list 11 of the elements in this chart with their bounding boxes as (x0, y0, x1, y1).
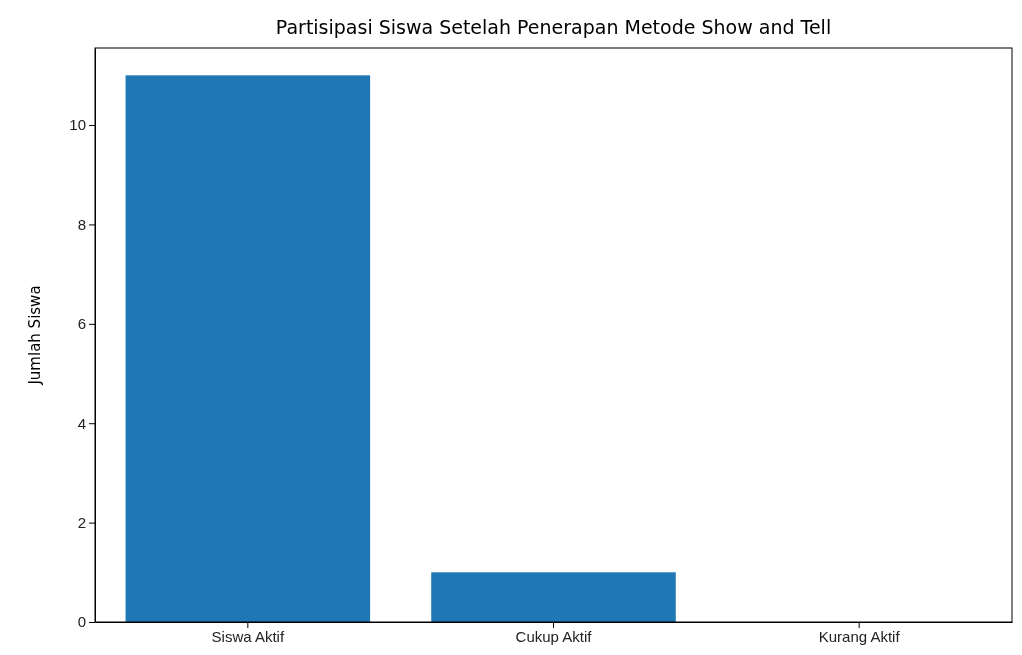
y-tick-label: 8 (77, 215, 86, 233)
y-tick-label: 0 (77, 613, 86, 631)
y-tick-label: 2 (77, 513, 86, 531)
y-tick-label: 6 (77, 315, 86, 333)
chart-title: Partisipasi Siswa Setelah Penerapan Metode Show and Tell (275, 16, 832, 38)
y-axis-title: Jumlah Siswa (26, 285, 44, 386)
x-tick-label: Kurang Aktif (818, 627, 901, 645)
y-tick-label: 10 (69, 116, 86, 134)
x-tick-label: Siswa Aktif (211, 627, 285, 645)
y-tick-label: 4 (77, 414, 86, 432)
x-tick-label: Cukup Aktif (515, 627, 593, 645)
